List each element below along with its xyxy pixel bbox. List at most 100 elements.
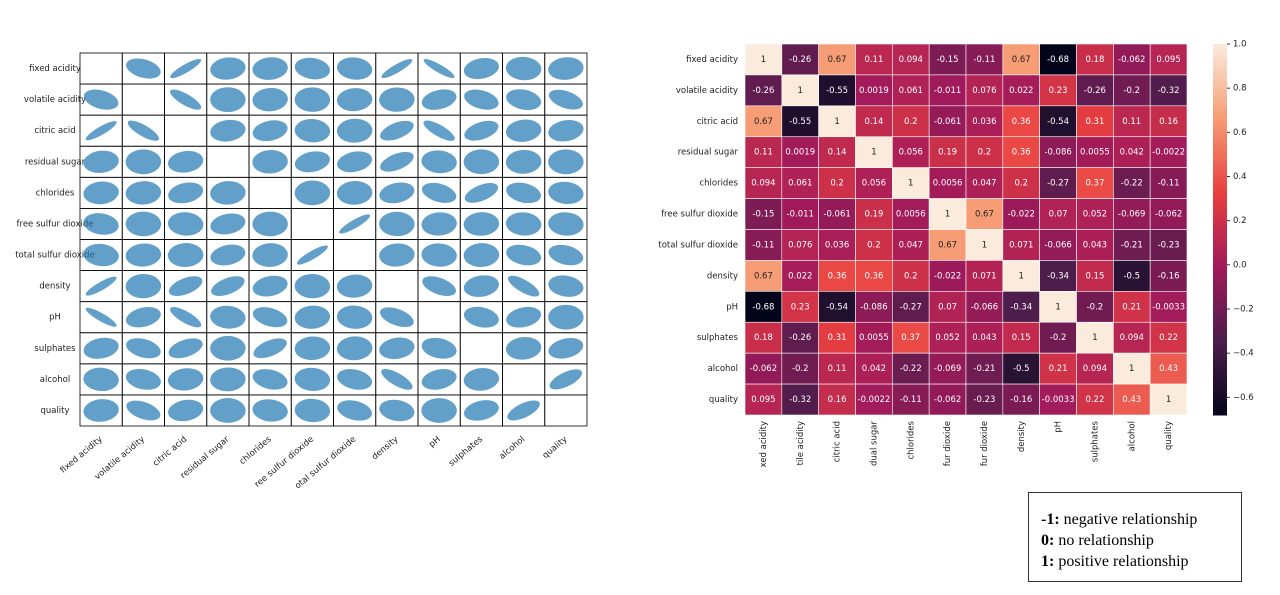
heat-cell: [928, 43, 967, 76]
colorbar-step: [1213, 214, 1227, 218]
heat-cell: [1113, 383, 1151, 416]
cell-label: 0.052: [1083, 210, 1107, 220]
colorbar-step: [1213, 65, 1227, 70]
colorbar-step: [1213, 226, 1227, 230]
cell-label: -0.2: [1123, 86, 1140, 96]
heat-cell: [1002, 74, 1040, 107]
colorbar-step: [1213, 411, 1227, 416]
colorbar-tick-label: 0.6: [1233, 128, 1247, 138]
heat-cell: [1076, 352, 1114, 385]
colorbar-step: [1213, 96, 1227, 101]
cell-label: 0.094: [899, 55, 923, 65]
colorbar-step: [1213, 164, 1227, 169]
scatter-cloud: [463, 149, 500, 175]
scatter-cloud: [505, 336, 542, 360]
cell-label: -0.011: [934, 86, 961, 96]
col-label: sulphates: [447, 434, 485, 468]
colorbar-step: [1213, 90, 1227, 94]
scatter-cloud: [170, 89, 202, 110]
cell-label: 0.21: [1122, 302, 1141, 312]
scatter-cloud: [336, 181, 373, 205]
heat-cell: [855, 167, 893, 199]
colorbar-step: [1213, 288, 1227, 292]
colorbar-step: [1213, 210, 1227, 215]
colorbar-step: [1213, 266, 1227, 271]
cell-label: -0.26: [789, 55, 811, 65]
colorbar-step: [1213, 152, 1227, 156]
colorbar-step: [1213, 136, 1227, 141]
cell-label: 0.37: [1085, 179, 1104, 189]
cell-label: -0.2: [792, 364, 809, 374]
scatter-cloud: [337, 400, 373, 421]
cell-label: -0.11: [752, 240, 774, 250]
scatter-cloud: [126, 58, 161, 79]
scatter-cloud: [294, 151, 330, 173]
scatter-cloud: [294, 336, 331, 361]
heat-cell: [781, 383, 819, 416]
scatter-cloud: [380, 151, 414, 172]
scatter-cloud: [379, 337, 415, 360]
scatter-cloud: [421, 243, 457, 267]
colorbar-step: [1213, 285, 1227, 289]
scatter-cloud: [210, 119, 246, 142]
heat-cell: [1002, 229, 1040, 261]
scatter-cloud: [210, 335, 246, 361]
colorbar-step: [1213, 309, 1227, 314]
colorbar-step: [1213, 170, 1227, 175]
scatter-cloud: [379, 399, 415, 422]
cell-label: 1: [834, 117, 839, 127]
colorbar-step: [1213, 130, 1227, 135]
scatter-cloud: [548, 149, 584, 175]
col-label: alcohol: [1127, 421, 1137, 451]
row-label: total sulfur dioxide: [658, 240, 738, 250]
scatter-cloud: [463, 400, 499, 421]
scatter-cloud: [169, 307, 202, 328]
heat-cell: [928, 321, 967, 354]
colorbar-step: [1213, 374, 1227, 379]
cell-label: -0.16: [1010, 395, 1032, 405]
row-label: total sulfur dioxide: [15, 251, 95, 261]
cell-label: -0.55: [826, 86, 848, 96]
heat-cell: [1113, 167, 1151, 199]
heat-cell: [928, 352, 967, 385]
scatter-cloud: [294, 87, 331, 112]
cell-label: -0.68: [752, 302, 774, 312]
scatter-cell: [502, 363, 546, 396]
colorbar-step: [1213, 396, 1227, 401]
heat-cell: [1113, 136, 1151, 168]
scatter-cloud: [125, 306, 161, 328]
scatter-cell: [248, 176, 292, 209]
cell-label: 0.052: [935, 333, 959, 343]
scatter-cloud: [421, 337, 457, 359]
heat-cell: [892, 43, 930, 76]
heat-cell: [855, 352, 893, 385]
scatter-cloud: [548, 244, 584, 266]
colorbar-step: [1213, 229, 1227, 234]
cell-label: 0.043: [1083, 240, 1107, 250]
cell-label: 0.22: [1159, 333, 1178, 343]
cell-label: -0.066: [1044, 240, 1071, 250]
cell-label: 0.67: [975, 210, 994, 220]
colorbar-step: [1213, 235, 1227, 240]
cell-label: 0.22: [1085, 395, 1104, 405]
heat-cell: [781, 167, 819, 199]
colorbar-step: [1213, 278, 1227, 283]
heat-cell: [965, 260, 1004, 292]
colorbar-step: [1213, 186, 1227, 190]
cell-label: -0.069: [934, 364, 961, 374]
scatter-cell: [206, 145, 250, 178]
scatter-cloud: [337, 369, 373, 390]
scatter-cloud: [83, 181, 119, 205]
scatter-cloud: [83, 399, 119, 422]
colorbar-step: [1213, 337, 1227, 342]
col-label: pH: [427, 435, 442, 450]
heat-cell: [1076, 43, 1114, 76]
scatter-cloud: [83, 150, 119, 173]
scatter-cloud: [168, 338, 203, 359]
scatter-cloud: [379, 243, 415, 267]
cell-label: 0.076: [972, 86, 996, 96]
cell-label: -0.2: [1050, 333, 1067, 343]
cell-label: 1: [761, 55, 766, 65]
legend-note: -1: negative relationship 0: no relationshi…: [1028, 492, 1242, 582]
colorbar-step: [1213, 334, 1227, 339]
